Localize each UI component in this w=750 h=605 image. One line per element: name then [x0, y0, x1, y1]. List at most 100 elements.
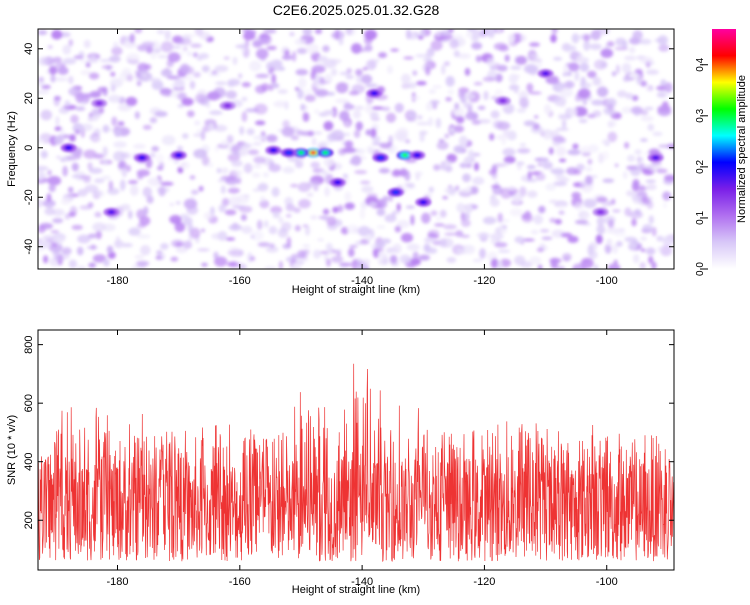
- spectrogram-noise-blob: [384, 214, 397, 223]
- spectrogram-noise-blob: [224, 209, 237, 216]
- spectrogram-y-axis-label: Frequency (Hz): [6, 111, 18, 187]
- y-tick-label: 40: [23, 43, 35, 55]
- spectrogram-noise-blob: [297, 250, 306, 259]
- spectrogram-noise-blob: [62, 165, 68, 177]
- spectrogram-peak-ring: [402, 153, 408, 157]
- spectrogram-noise-blob: [441, 64, 446, 75]
- spectrogram-noise-blob: [444, 133, 450, 139]
- spectrogram-noise-blob: [72, 123, 84, 133]
- spectrogram-noise-blob: [335, 29, 340, 40]
- spectrogram-noise-blob: [209, 110, 223, 115]
- y-tick-label: -40: [23, 239, 35, 255]
- spectrogram-noise-blob: [313, 249, 322, 259]
- spectrogram-noise-blob: [47, 175, 62, 186]
- spectrogram-noise-blob: [496, 29, 502, 32]
- spectrogram-frame: [37, 28, 675, 270]
- spectrogram-noise-blob: [194, 120, 201, 126]
- spectrogram-noise-blob: [92, 136, 102, 143]
- spectrogram-noise-blob: [77, 265, 86, 269]
- spectrogram-noise-blob: [362, 67, 368, 71]
- spectrogram-noise-blob: [624, 236, 637, 242]
- spectrogram-noise-blob: [68, 39, 74, 47]
- spectrogram-noise-blob: [366, 233, 372, 242]
- spectrogram-noise-blob: [344, 140, 354, 149]
- spectrogram-noise-blob: [216, 143, 231, 149]
- x-tick-label: -160: [229, 275, 251, 287]
- spectrogram-noise-blob: [250, 235, 255, 239]
- spectrogram-noise-blob: [485, 29, 496, 37]
- spectrogram-noise-blob: [471, 29, 481, 40]
- spectrogram-noise-blob: [579, 145, 593, 154]
- spectrogram-noise-blob: [377, 199, 385, 208]
- spectrogram-noise-blob: [68, 75, 74, 85]
- spectrogram-noise-blob: [641, 197, 650, 205]
- spectrogram-noise-blob: [149, 117, 158, 124]
- spectrogram-noise-blob: [339, 262, 353, 267]
- spectrogram-noise-blob: [255, 73, 270, 79]
- spectrogram-noise-blob: [572, 143, 579, 150]
- spectrogram-noise-blob: [223, 56, 230, 60]
- spectrogram-noise-blob: [612, 244, 618, 254]
- spectrogram-noise-blob: [173, 78, 186, 90]
- spectrogram-noise-blob: [428, 89, 436, 94]
- spectrogram-noise-blob: [574, 70, 580, 82]
- spectrogram-noise-blob: [527, 190, 538, 198]
- spectrogram-noise-blob: [466, 185, 472, 193]
- spectrogram-noise-blob: [181, 76, 193, 80]
- spectrogram-noise-blob: [177, 104, 185, 108]
- spectrogram-noise-blob: [314, 29, 323, 35]
- x-tick-label: -140: [351, 576, 373, 588]
- colorbar-gradient: [712, 29, 736, 269]
- spectrogram-peak-ring: [298, 150, 304, 155]
- spectrogram-noise-blob: [326, 216, 337, 227]
- spectrogram-noise-blob: [557, 204, 567, 208]
- spectrogram-noise-blob: [302, 29, 313, 35]
- spectrogram-noise-blob: [54, 135, 64, 145]
- spectrogram-noise-blob: [128, 210, 133, 220]
- spectrogram-noise-blob: [92, 222, 107, 232]
- spectrogram-noise-blob: [52, 56, 62, 64]
- spectrogram-noise-blob: [154, 111, 168, 117]
- spectrogram-noise-blob: [296, 47, 308, 55]
- spectrogram-noise-blob: [412, 251, 419, 260]
- spectrogram-noise-blob: [169, 203, 174, 206]
- spectrogram-noise-blob: [263, 29, 277, 34]
- spectrogram-noise-blob: [262, 37, 267, 41]
- spectrogram-noise-blob: [193, 133, 204, 137]
- spectrogram-noise-blob: [615, 64, 620, 75]
- spectrogram-noise-blob: [602, 178, 615, 183]
- spectrogram-noise-blob: [297, 182, 311, 193]
- spectrogram-noise-blob: [507, 33, 515, 44]
- spectrogram-noise-blob: [263, 220, 269, 228]
- spectrogram-noise-blob: [253, 164, 262, 169]
- spectrogram-noise-blob: [425, 51, 432, 60]
- spectrogram-noise-blob: [281, 126, 295, 137]
- snr-y-axis-label: SNR (10 * v/v): [6, 415, 18, 485]
- spectrogram-noise-blob: [356, 74, 363, 84]
- spectrogram-noise-blob: [194, 93, 207, 104]
- spectrogram-peak-ring: [371, 91, 377, 96]
- spectrogram-noise-blob: [189, 175, 196, 180]
- spectrogram-noise-blob: [410, 214, 415, 226]
- spectrogram-noise-blob: [430, 40, 443, 51]
- spectrogram-noise-blob: [88, 72, 100, 80]
- spectrogram-noise-blob: [113, 41, 119, 49]
- spectrogram-noise-blob: [631, 218, 637, 227]
- spectrogram-noise-blob: [458, 90, 466, 99]
- spectrogram-noise-blob: [508, 73, 518, 85]
- spectrogram-noise-blob: [567, 235, 579, 243]
- spectrogram-noise-blob: [606, 238, 613, 246]
- spectrogram-noise-blob: [587, 70, 597, 79]
- spectrogram-noise-blob: [282, 120, 290, 129]
- spectrogram-noise-blob: [526, 83, 534, 93]
- spectrogram-noise-blob: [427, 229, 440, 237]
- spectrogram-noise-blob: [633, 254, 640, 264]
- spectrogram-noise-blob: [529, 54, 540, 59]
- spectrogram-noise-blob: [196, 56, 203, 61]
- spectrogram-noise-blob: [357, 148, 365, 155]
- spectrogram-noise-blob: [170, 256, 179, 262]
- spectrogram-noise-blob: [510, 65, 522, 70]
- spectrogram-noise-blob: [259, 199, 270, 209]
- spectrogram-noise-blob: [379, 142, 393, 149]
- spectrogram-noise-blob: [602, 150, 609, 161]
